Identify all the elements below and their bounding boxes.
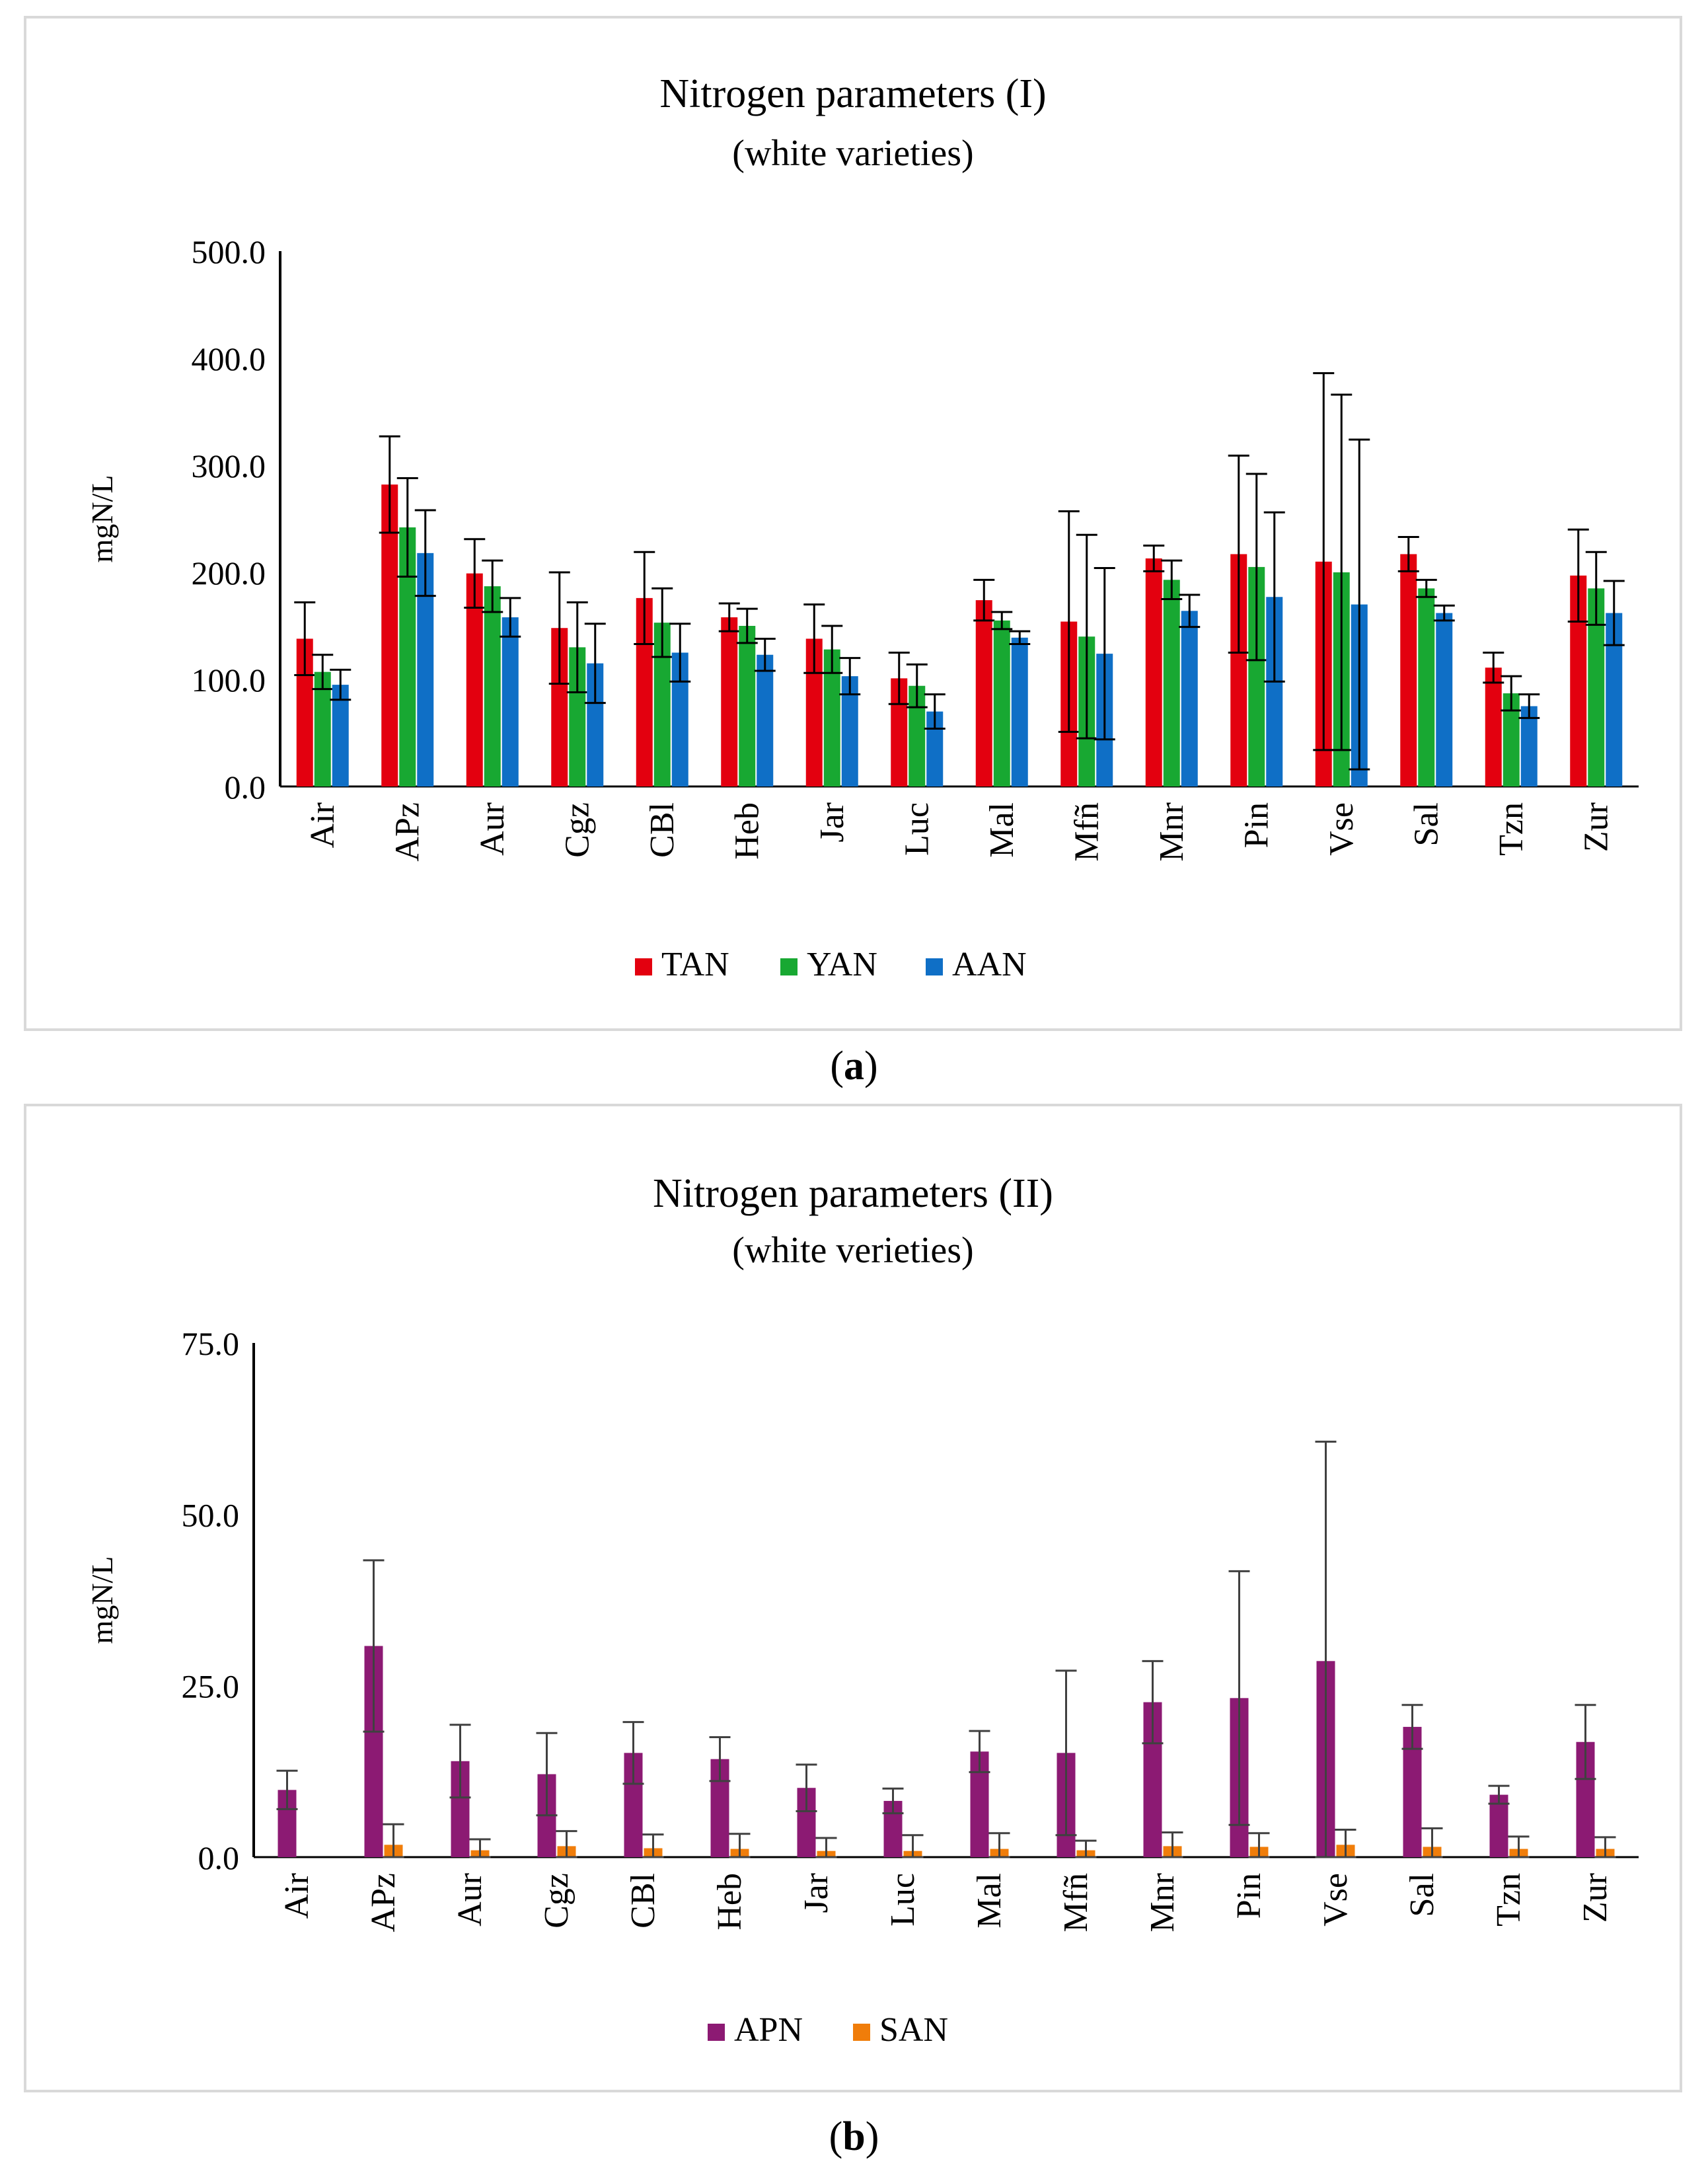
- legend-swatch: [853, 2024, 870, 2041]
- caption-a: (a): [830, 1044, 878, 1088]
- chart-title: Nitrogen parameters (I): [659, 71, 1046, 116]
- x-tick-label: Mfñ: [1057, 1873, 1095, 1932]
- x-tick-label: Tzn: [1493, 802, 1530, 856]
- bar: [1489, 1794, 1508, 1857]
- bar: [1181, 611, 1198, 786]
- bar: [332, 685, 349, 786]
- bar: [1485, 668, 1502, 786]
- x-tick-label: Sal: [1403, 1873, 1441, 1917]
- x-tick-label: Air: [278, 1873, 316, 1919]
- bar: [1011, 637, 1028, 786]
- legend-swatch: [926, 958, 943, 975]
- bar: [484, 586, 501, 786]
- legend-swatch: [780, 958, 798, 975]
- chart-svg-b: Nitrogen parameters (II) (white verieties…: [85, 1171, 1639, 2049]
- x-tick-label: Cgz: [538, 1873, 576, 1929]
- x-tick-label: Mfñ: [1068, 802, 1105, 862]
- y-tick-label: 0.0: [225, 769, 266, 806]
- legend-label: AAN: [952, 946, 1027, 983]
- caption-a-letter: a: [844, 1044, 864, 1088]
- bar: [314, 671, 331, 786]
- series-aan: [330, 438, 1625, 786]
- x-tick-label: Luc: [884, 1873, 922, 1927]
- bar: [1163, 580, 1180, 786]
- x-tick-label: Pin: [1230, 1873, 1268, 1919]
- x-tick-label: Mnr: [1153, 802, 1191, 862]
- x-tick-label: Tzn: [1490, 1873, 1528, 1927]
- y-tick-label: 400.0: [192, 340, 266, 377]
- y-tick-label: 200.0: [192, 554, 266, 592]
- legend-item: AAN: [926, 946, 1027, 983]
- y-tick-label: 100.0: [192, 662, 266, 699]
- bar: [466, 573, 483, 786]
- x-tick-label: Air: [304, 802, 342, 848]
- legend-label: YAN: [807, 946, 877, 983]
- bar: [993, 620, 1010, 786]
- x-tick-label: Mal: [971, 1873, 1008, 1929]
- x-tick-label: Sal: [1407, 802, 1445, 846]
- x-tick-label: Vse: [1317, 1873, 1355, 1927]
- x-tick-label: Luc: [898, 802, 936, 856]
- x-tick-label: Jar: [813, 802, 851, 843]
- series-tan: [294, 372, 1589, 786]
- legend-label: APN: [734, 2011, 803, 2049]
- chart-subtitle: (white verieties): [732, 1230, 973, 1271]
- bar: [1418, 588, 1435, 786]
- legend-swatch: [635, 958, 652, 975]
- chart-title: Nitrogen parameters (II): [653, 1171, 1053, 1216]
- x-tick-label: APz: [365, 1873, 402, 1932]
- x-tick-label: Pin: [1238, 802, 1275, 848]
- x-tick-label: CBl: [644, 802, 681, 858]
- bar: [975, 600, 992, 786]
- chart-panel-b: Nitrogen parameters (II) (white verieties…: [24, 1104, 1682, 2092]
- bar: [721, 617, 738, 786]
- bar: [757, 654, 774, 786]
- series-san: [383, 1823, 1616, 1858]
- legend-item: SAN: [853, 2011, 948, 2049]
- x-tick-label: Heb: [711, 1873, 749, 1930]
- bar: [1436, 613, 1453, 786]
- y-tick-label: 75.0: [182, 1325, 240, 1362]
- bar: [501, 617, 519, 786]
- series-yan: [312, 393, 1607, 786]
- x-tick-label: Zur: [1577, 802, 1615, 852]
- legend-label: TAN: [661, 946, 729, 983]
- caption-b-letter: b: [842, 2114, 866, 2159]
- x-tick-label: Cgz: [558, 802, 596, 858]
- bar: [1520, 706, 1538, 786]
- x-tick-label: Jar: [798, 1873, 835, 1913]
- legend-item: TAN: [635, 946, 729, 983]
- bar: [381, 484, 398, 786]
- series-apn: [276, 1440, 1596, 1858]
- bar: [739, 626, 756, 786]
- x-tick-label: Mal: [983, 802, 1021, 858]
- x-tick-label: Aur: [451, 1873, 489, 1927]
- x-tick-label: CBl: [624, 1873, 662, 1929]
- chart-subtitle: (white varieties): [732, 133, 973, 174]
- y-tick-label: 500.0: [192, 233, 266, 270]
- caption-b: (b): [829, 2114, 879, 2159]
- y-tick-label: 300.0: [192, 447, 266, 484]
- y-tick-label: 50.0: [182, 1496, 240, 1533]
- legend-label: SAN: [879, 2011, 948, 2049]
- x-tick-label: Zur: [1577, 1873, 1614, 1923]
- x-tick-label: Mnr: [1144, 1873, 1181, 1932]
- y-tick-label: 0.0: [198, 1839, 240, 1876]
- bar: [1400, 554, 1417, 786]
- y-axis-label: mgN/L: [85, 475, 119, 563]
- legend-swatch: [708, 2024, 725, 2041]
- legend-item: YAN: [780, 946, 877, 983]
- bar: [1145, 558, 1162, 786]
- chart-panel-a: Nitrogen parameters (I) (white varieties)…: [24, 16, 1682, 1031]
- y-axis-label: mgN/L: [85, 1556, 119, 1644]
- chart-svg-a: Nitrogen parameters (I) (white varieties)…: [85, 71, 1639, 983]
- x-tick-label: Vse: [1323, 802, 1360, 856]
- y-tick-label: 25.0: [182, 1668, 240, 1705]
- x-tick-label: Aur: [474, 802, 511, 856]
- x-tick-label: APz: [389, 802, 426, 862]
- x-tick-label: Heb: [728, 802, 766, 860]
- legend-item: APN: [708, 2011, 803, 2049]
